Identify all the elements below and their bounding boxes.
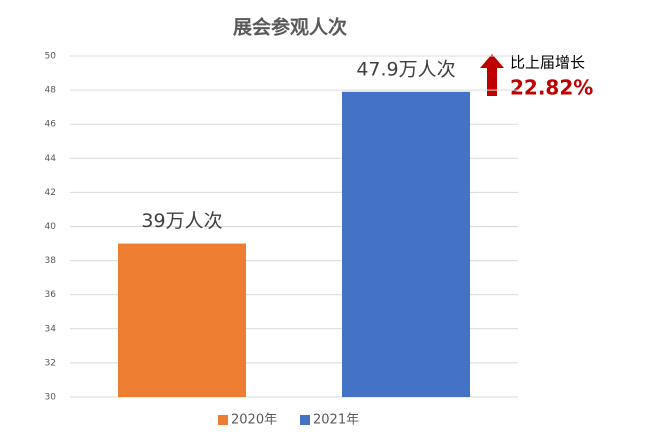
bar xyxy=(342,91,470,398)
y-tick-label: 46 xyxy=(45,120,57,130)
annotation-label: 比上届增长 xyxy=(510,54,585,72)
y-tick-label: 32 xyxy=(45,358,56,368)
y-tick-label: 50 xyxy=(45,52,57,62)
y-tick-label: 42 xyxy=(45,188,56,198)
y-tick-label: 48 xyxy=(45,86,57,96)
y-tick-label: 30 xyxy=(45,393,57,403)
legend-swatch xyxy=(300,415,310,425)
growth-arrow xyxy=(480,54,504,96)
bar xyxy=(118,243,246,397)
y-tick-label: 34 xyxy=(45,324,57,334)
y-tick-label: 44 xyxy=(45,154,57,164)
y-tick-label: 38 xyxy=(45,256,57,266)
data-label: 47.9万人次 xyxy=(356,58,455,80)
chart-title: 展会参观人次 xyxy=(233,16,347,39)
data-label: 39万人次 xyxy=(141,210,222,232)
legend-label: 2020年 xyxy=(231,413,277,428)
annotation-growth: 22.82% xyxy=(510,76,593,100)
y-tick-label: 36 xyxy=(45,290,57,300)
legend-swatch xyxy=(218,415,228,425)
legend-label: 2021年 xyxy=(313,413,359,428)
y-tick-label: 40 xyxy=(45,222,57,232)
